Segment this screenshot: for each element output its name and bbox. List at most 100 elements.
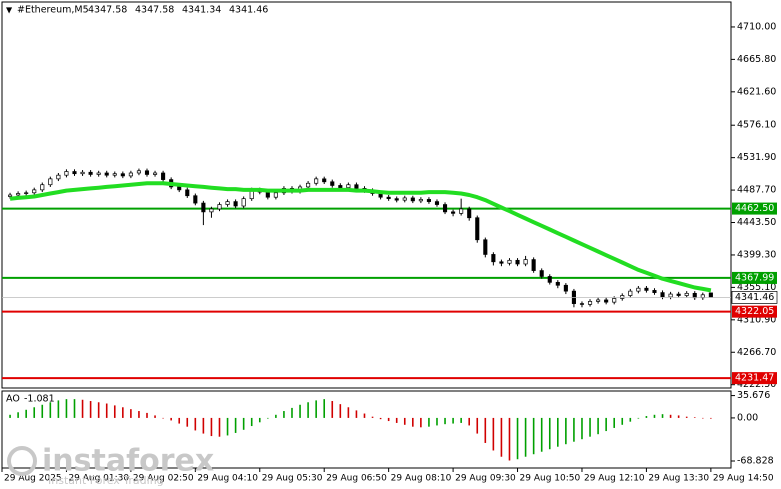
candle-body xyxy=(491,254,496,263)
candle-body xyxy=(644,287,649,291)
header: ▼ #Ethereum,M5 4347.58 4347.58 4341.34 4… xyxy=(6,5,268,16)
header-low: 4341.34 xyxy=(182,5,221,16)
y-tick-label: 4355.10 xyxy=(737,282,776,293)
ao-bar xyxy=(468,417,471,426)
candle-body xyxy=(507,259,512,264)
x-tick-label: 29 Aug 06:50 xyxy=(326,474,387,484)
candle-body xyxy=(628,290,633,296)
ao-bar xyxy=(65,399,68,418)
ao-bar xyxy=(444,417,446,425)
ao-bar xyxy=(492,417,495,451)
watermark-logo xyxy=(7,446,37,476)
candle-body xyxy=(612,298,617,303)
ao-bar xyxy=(395,417,398,423)
candle-body xyxy=(475,217,480,241)
candle-body xyxy=(708,292,713,298)
candle-body xyxy=(346,184,351,189)
ao-bar xyxy=(170,417,172,421)
candle-body xyxy=(225,201,230,205)
candle-body xyxy=(136,170,141,174)
candle-body xyxy=(579,303,585,305)
ao-bar xyxy=(331,401,334,418)
ao-bar xyxy=(661,414,664,418)
candle-body xyxy=(8,194,13,197)
ao-bar xyxy=(532,417,535,455)
candle-body xyxy=(330,181,335,186)
candle-body xyxy=(64,171,69,176)
y-tick-label: 4310.90 xyxy=(737,314,776,325)
ao-bar xyxy=(557,417,559,447)
x-tick-label: 29 Aug 08:10 xyxy=(391,474,452,484)
candle-body xyxy=(24,192,29,194)
candle-body xyxy=(217,204,222,210)
ao-bar xyxy=(693,417,696,418)
level-label: 4231.47 xyxy=(735,373,774,384)
candle-body xyxy=(410,197,415,202)
y-tick-label: 4576.10 xyxy=(737,120,776,131)
y-tick-label: 4531.90 xyxy=(737,152,776,163)
ao-bar xyxy=(49,402,52,418)
ao-bar xyxy=(146,412,148,418)
candle-body xyxy=(306,182,311,188)
ao-bar xyxy=(637,417,640,419)
candle-body xyxy=(32,189,37,194)
ao-bar xyxy=(420,417,422,428)
x-tick-label: 29 Aug 13:30 xyxy=(648,474,709,484)
ao-bar xyxy=(573,417,575,442)
ao-value: -1.081 xyxy=(24,394,55,405)
candle-body xyxy=(233,201,238,207)
ao-bar xyxy=(267,417,269,419)
ao-bar xyxy=(9,414,11,418)
ao-bar xyxy=(275,414,277,418)
candle-body xyxy=(620,295,625,299)
current-price-label: 4341.46 xyxy=(735,292,774,303)
x-tick-label: 29 Aug 14:50 xyxy=(713,474,774,484)
candle-body xyxy=(442,204,448,213)
level-label-box xyxy=(732,271,777,284)
ao-bar xyxy=(130,409,132,418)
candle-body xyxy=(104,172,109,176)
ao-bar xyxy=(460,417,462,423)
candle-body xyxy=(394,198,399,201)
ao-bar xyxy=(355,410,358,418)
candle-body xyxy=(684,292,689,296)
ao-bar xyxy=(81,399,84,418)
ao-tick-label: 0.00 xyxy=(737,412,758,423)
ao-bar xyxy=(89,401,92,418)
candle-body xyxy=(459,208,464,214)
y-tick-label: 4399.30 xyxy=(737,249,776,260)
candle-body xyxy=(16,193,21,196)
candle-body xyxy=(418,199,423,202)
ao-bar xyxy=(710,417,712,419)
candle-body xyxy=(539,270,544,277)
ao-bar xyxy=(597,417,599,435)
ao-bar xyxy=(178,417,181,424)
ao-bar xyxy=(677,415,680,418)
current-price-box xyxy=(731,291,778,304)
ao-bar xyxy=(581,417,583,440)
ao-bar xyxy=(371,416,374,418)
ao-bar xyxy=(122,407,124,418)
candle-body xyxy=(322,178,327,183)
ao-bar xyxy=(202,417,205,434)
header-high: 4347.58 xyxy=(135,5,174,16)
x-tick-label: 29 Aug 2025 xyxy=(4,474,62,484)
candle-body xyxy=(72,171,77,175)
ao-bar xyxy=(621,417,624,425)
level-label: 4322.05 xyxy=(735,306,774,317)
y-tick-label: 4487.70 xyxy=(737,185,776,196)
x-tick-label: 29 Aug 12:10 xyxy=(584,474,645,484)
candle-body xyxy=(144,170,150,175)
header-symbol: #Ethereum,M5 xyxy=(17,5,89,16)
ao-bar xyxy=(138,411,140,418)
candle-body xyxy=(40,184,45,191)
ao-bar xyxy=(41,404,44,418)
moving-average xyxy=(9,181,712,293)
level-label: 4462.50 xyxy=(735,203,774,214)
candle-body xyxy=(483,239,488,255)
candle-body xyxy=(604,299,609,303)
candle-body xyxy=(668,293,673,298)
candle-body xyxy=(177,186,182,191)
